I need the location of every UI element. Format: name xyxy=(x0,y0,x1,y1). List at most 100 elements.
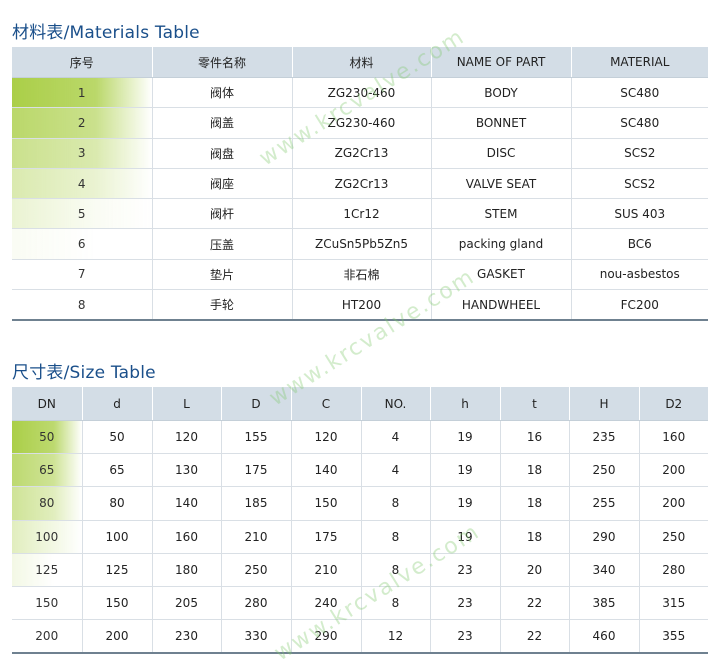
size-row: 125 125 180 250 210 8 23 20 340 280 xyxy=(12,553,708,587)
table-cell: 155 xyxy=(221,420,292,455)
table-cell: 140 xyxy=(152,486,222,521)
table-cell: 23 xyxy=(430,619,501,655)
table-cell: STEM xyxy=(431,198,572,230)
column-header: NO. xyxy=(361,387,431,421)
column-header: D xyxy=(221,387,292,421)
table-cell: 压盖 xyxy=(152,228,293,260)
table-cell: BODY xyxy=(431,77,572,109)
table-cell: 8 xyxy=(361,486,431,521)
table-cell: 290 xyxy=(569,520,640,554)
table-cell: 160 xyxy=(639,420,708,455)
size-table-title: 尺寸表/Size Table xyxy=(12,363,156,383)
table-cell: 355 xyxy=(639,619,708,655)
table-cell: 290 xyxy=(291,619,362,655)
table-cell: 8 xyxy=(361,586,431,621)
table-cell: 200 xyxy=(639,453,708,488)
table-cell: 22 xyxy=(500,619,570,655)
row-index-cell: 5 xyxy=(12,198,153,230)
table-cell: 16 xyxy=(500,420,570,455)
row-index-cell: 100 xyxy=(12,520,83,554)
table-cell: VALVE SEAT xyxy=(431,168,572,200)
row-index-cell: 6 xyxy=(12,228,153,260)
table-cell: 280 xyxy=(221,586,292,621)
table-cell: SUS 403 xyxy=(571,198,708,230)
table-cell: 阀杆 xyxy=(152,198,293,230)
table-cell: BONNET xyxy=(431,107,572,139)
table-cell: 80 xyxy=(82,486,153,521)
materials-row: 1 阀体 ZG230-460 BODY SC480 xyxy=(12,77,708,109)
column-header: 零件名称 xyxy=(152,47,293,78)
table-cell: 19 xyxy=(430,486,501,521)
table-cell: 23 xyxy=(430,553,501,587)
table-cell: 阀座 xyxy=(152,168,293,200)
table-cell: 4 xyxy=(361,453,431,488)
table-cell: 280 xyxy=(639,553,708,587)
column-header: L xyxy=(152,387,222,421)
table-cell: 8 xyxy=(361,553,431,587)
table-cell: 22 xyxy=(500,586,570,621)
table-cell: 230 xyxy=(152,619,222,655)
size-header-row: DN d L D C NO. h t H D2 xyxy=(12,387,708,421)
materials-row: 3 阀盘 ZG2Cr13 DISC SCS2 xyxy=(12,138,708,169)
table-cell: 330 xyxy=(221,619,292,655)
table-cell: 340 xyxy=(569,553,640,587)
row-index-cell: 50 xyxy=(12,420,83,455)
table-cell: 手轮 xyxy=(152,289,293,322)
row-index-cell: 80 xyxy=(12,486,83,521)
table-cell: 250 xyxy=(639,520,708,554)
row-index-cell: 7 xyxy=(12,259,153,291)
table-cell: 120 xyxy=(152,420,222,455)
table-cell: 460 xyxy=(569,619,640,655)
table-cell: SCS2 xyxy=(571,138,708,169)
column-header: C xyxy=(291,387,362,421)
table-cell: 200 xyxy=(639,486,708,521)
table-cell: BC6 xyxy=(571,228,708,260)
table-cell: SC480 xyxy=(571,107,708,139)
materials-row: 8 手轮 HT200 HANDWHEEL FC200 xyxy=(12,289,708,322)
table-cell: 非石棉 xyxy=(292,259,432,291)
materials-row: 7 垫片 非石棉 GASKET nou-asbestos xyxy=(12,259,708,291)
table-cell: 235 xyxy=(569,420,640,455)
size-row: 80 80 140 185 150 8 19 18 255 200 xyxy=(12,486,708,521)
size-row: 50 50 120 155 120 4 19 16 235 160 xyxy=(12,420,708,455)
table-cell: 175 xyxy=(291,520,362,554)
size-row: 65 65 130 175 140 4 19 18 250 200 xyxy=(12,453,708,488)
row-index-cell: 125 xyxy=(12,553,83,587)
materials-row: 5 阀杆 1Cr12 STEM SUS 403 xyxy=(12,198,708,230)
row-index-cell: 200 xyxy=(12,619,83,655)
table-cell: 255 xyxy=(569,486,640,521)
table-cell: 23 xyxy=(430,586,501,621)
table-cell: 385 xyxy=(569,586,640,621)
table-cell: ZG230-460 xyxy=(292,77,432,109)
table-cell: 19 xyxy=(430,420,501,455)
table-cell: 125 xyxy=(82,553,153,587)
table-cell: 250 xyxy=(569,453,640,488)
table-cell: HT200 xyxy=(292,289,432,322)
size-row: 150 150 205 280 240 8 23 22 385 315 xyxy=(12,586,708,621)
column-header: H xyxy=(569,387,640,421)
row-index-cell: 2 xyxy=(12,107,153,139)
table-cell: nou-asbestos xyxy=(571,259,708,291)
table-cell: 65 xyxy=(82,453,153,488)
column-header: NAME OF PART xyxy=(431,47,572,78)
table-cell: SCS2 xyxy=(571,168,708,200)
table-cell: 4 xyxy=(361,420,431,455)
materials-row: 4 阀座 ZG2Cr13 VALVE SEAT SCS2 xyxy=(12,168,708,200)
table-cell: ZCuSn5Pb5Zn5 xyxy=(292,228,432,260)
column-header: 材料 xyxy=(292,47,432,78)
table-cell: 阀盘 xyxy=(152,138,293,169)
table-cell: 205 xyxy=(152,586,222,621)
table-cell: 阀体 xyxy=(152,77,293,109)
materials-header-row: 序号 零件名称 材料 NAME OF PART MATERIAL xyxy=(12,47,708,78)
materials-table-title: 材料表/Materials Table xyxy=(12,23,200,43)
column-header: h xyxy=(430,387,501,421)
column-header: MATERIAL xyxy=(571,47,708,78)
column-header: 序号 xyxy=(12,47,153,78)
size-table: DN d L D C NO. h t H D2 50 50 120 155 120 4 19… xyxy=(12,387,708,655)
table-cell: 18 xyxy=(500,486,570,521)
row-index-cell: 8 xyxy=(12,289,153,322)
table-cell: ZG2Cr13 xyxy=(292,138,432,169)
table-cell: 阀盖 xyxy=(152,107,293,139)
table-cell: 150 xyxy=(82,586,153,621)
table-cell: FC200 xyxy=(571,289,708,322)
